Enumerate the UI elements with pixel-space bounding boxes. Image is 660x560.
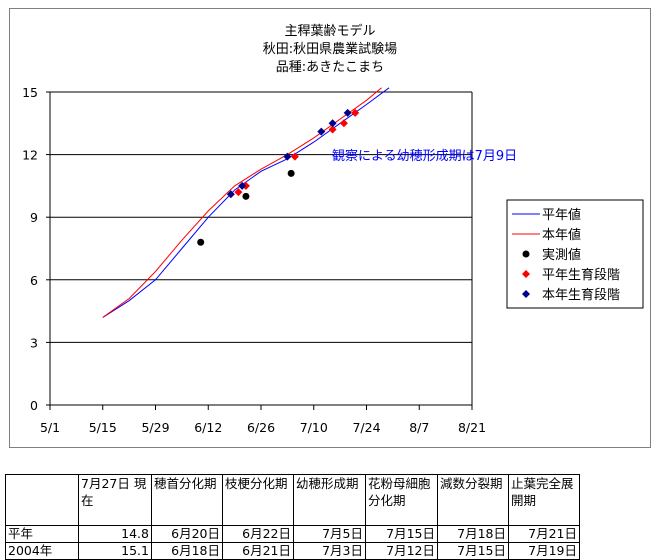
table-cell: 7月15日 [437, 542, 509, 560]
x-tick-label: 5/1 [40, 420, 60, 435]
legend-entry: 本年値 [542, 227, 581, 243]
legend-entry: 平年値 [542, 207, 581, 223]
table-cell: 6月21日 [222, 542, 294, 560]
table-header-cell: 穂首分化期 [151, 474, 223, 526]
y-tick-label: 6 [30, 273, 38, 288]
table-header-row: 7月27日 現在 穂首分化期 枝梗分化期 幼穂形成期 花粉母細胞分化期 減数分裂… [5, 474, 580, 526]
x-tick-label: 7/10 [300, 420, 328, 435]
x-tick-label: 8/21 [458, 420, 486, 435]
legend-box [506, 199, 644, 309]
table-cell: 2004年 [5, 542, 79, 560]
data-point [343, 108, 352, 117]
table-cell: 平年 [5, 525, 79, 543]
x-tick-label: 7/24 [352, 420, 380, 435]
data-point [238, 181, 247, 190]
table-cell: 7月12日 [365, 542, 438, 560]
table-header-cell [5, 474, 79, 526]
table-header-cell: 減数分裂期 [437, 474, 509, 526]
x-tick-label: 6/12 [194, 420, 222, 435]
table-cell: 7月5日 [293, 525, 366, 543]
series-line [102, 87, 382, 318]
data-point [328, 119, 337, 128]
table-cell: 7月15日 [365, 525, 438, 543]
x-tick-label: 5/15 [89, 420, 117, 435]
chart-title-line: 主稈葉齢モデル [284, 23, 375, 39]
table-cell: 6月18日 [151, 542, 223, 560]
data-point [226, 190, 235, 199]
table-row: 平年 14.8 6月20日 6月22日 7月5日 7月15日 7月18日 7月2… [5, 525, 580, 543]
table-cell: 6月22日 [222, 525, 294, 543]
x-tick-label: 8/7 [409, 420, 429, 435]
legend-swatch [522, 250, 530, 258]
data-point [234, 188, 243, 197]
y-tick-label: 9 [30, 210, 38, 225]
data-point [287, 169, 295, 177]
legend-entry: 実測値 [542, 247, 581, 263]
data-point [317, 127, 326, 136]
y-tick-label: 12 [22, 148, 38, 163]
data-point [339, 119, 348, 128]
y-tick-label: 3 [30, 335, 38, 350]
legend-entry: 本年生育段階 [542, 287, 620, 303]
table-header-cell: 7月27日 現在 [78, 474, 152, 526]
legend-swatch [522, 290, 530, 298]
annotation-label: 観察による幼穂形成期は7月9日 [332, 149, 517, 164]
data-point [351, 108, 360, 117]
data-point [328, 125, 337, 134]
chart-title-line: 秋田:秋田県農業試験場 [263, 41, 397, 57]
chart-title-line: 品種:あきたこまち [276, 59, 384, 75]
x-tick-label: 5/29 [141, 420, 169, 435]
legend-swatch [522, 270, 530, 278]
data-point [242, 192, 250, 200]
growth-stage-table: 7月27日 現在 穂首分化期 枝梗分化期 幼穂形成期 花粉母細胞分化期 減数分裂… [5, 474, 580, 560]
table-cell: 7月21日 [508, 525, 580, 543]
y-tick-label: 15 [22, 85, 38, 100]
table-header-cell: 花粉母細胞分化期 [365, 474, 438, 526]
table-cell: 7月3日 [293, 542, 366, 560]
table-cell: 6月20日 [151, 525, 223, 543]
x-tick-label: 6/26 [247, 420, 275, 435]
data-point [197, 238, 205, 246]
table-cell: 7月18日 [437, 525, 509, 543]
legend-entry: 平年生育段階 [542, 267, 620, 283]
data-point [283, 152, 292, 161]
table-header-cell: 枝梗分化期 [222, 474, 294, 526]
table-row: 2004年 15.1 6月18日 6月21日 7月3日 7月12日 7月15日 … [5, 542, 580, 560]
y-tick-label: 0 [30, 398, 38, 413]
table-cell: 15.1 [78, 542, 152, 560]
table-cell: 14.8 [78, 525, 152, 543]
data-point [290, 152, 299, 161]
chart-frame [9, 8, 651, 448]
table-header-cell: 幼穂形成期 [293, 474, 366, 526]
table-cell: 7月19日 [508, 542, 580, 560]
table-header-cell: 止葉完全展開期 [508, 474, 580, 526]
